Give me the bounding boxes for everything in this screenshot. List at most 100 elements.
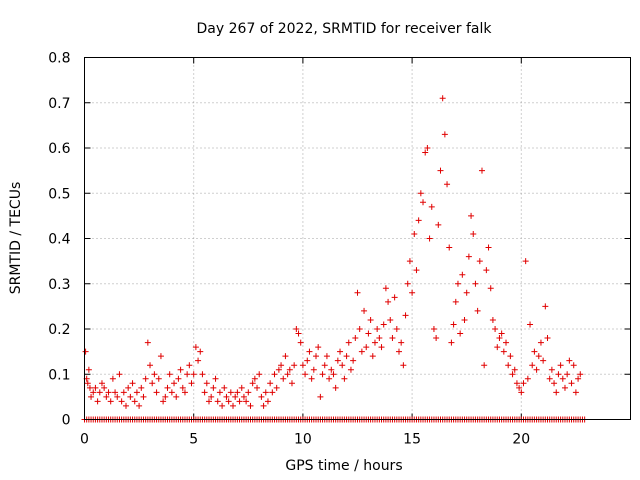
data-point xyxy=(566,357,573,364)
data-point xyxy=(428,203,435,210)
data-point xyxy=(345,339,352,346)
data-point xyxy=(347,366,354,373)
data-point xyxy=(446,244,453,251)
data-point xyxy=(112,389,119,396)
data-point xyxy=(411,230,418,237)
data-point xyxy=(546,375,553,382)
data-point xyxy=(367,316,374,323)
y-tick-label: 0.2 xyxy=(48,322,70,338)
data-point xyxy=(404,280,411,287)
data-point xyxy=(389,335,396,342)
data-point xyxy=(465,253,472,260)
data-point xyxy=(232,393,239,400)
data-point xyxy=(98,380,105,387)
data-point xyxy=(559,375,566,382)
data-point xyxy=(391,294,398,301)
data-point xyxy=(409,289,416,296)
data-point xyxy=(179,384,186,391)
data-point xyxy=(173,393,180,400)
data-point xyxy=(116,371,123,378)
data-point xyxy=(288,380,295,387)
data-point xyxy=(258,393,265,400)
data-point xyxy=(219,402,226,409)
data-point xyxy=(171,380,178,387)
data-point xyxy=(413,267,420,274)
data-point xyxy=(199,371,206,378)
data-point xyxy=(448,339,455,346)
data-point xyxy=(140,393,147,400)
data-point xyxy=(500,348,507,355)
data-point xyxy=(125,384,132,391)
data-point xyxy=(260,402,267,409)
data-point xyxy=(492,326,499,332)
data-point xyxy=(227,389,234,396)
x-tick-label: 10 xyxy=(294,432,312,448)
data-point xyxy=(160,398,167,405)
data-point xyxy=(540,357,547,364)
data-point xyxy=(463,289,470,296)
data-point xyxy=(205,398,212,405)
y-tick-label: 0 xyxy=(62,413,71,429)
data-point xyxy=(88,393,95,400)
x-tick-label: 5 xyxy=(189,432,198,448)
data-point xyxy=(127,393,134,400)
data-point xyxy=(166,371,173,378)
data-point xyxy=(350,357,357,364)
data-point xyxy=(542,303,549,310)
data-point xyxy=(516,384,523,391)
data-point xyxy=(505,362,512,369)
data-point xyxy=(157,353,164,360)
data-point xyxy=(238,384,245,391)
data-point xyxy=(433,335,440,342)
y-tick-label: 0.7 xyxy=(48,96,70,112)
data-point xyxy=(328,366,335,373)
data-point xyxy=(376,335,383,342)
data-point xyxy=(568,380,575,387)
chart-title: Day 267 of 2022, SRMTID for receiver fal… xyxy=(197,21,493,37)
data-point xyxy=(334,357,341,364)
data-point xyxy=(299,362,306,369)
data-point xyxy=(203,380,210,387)
x-tick-label: 15 xyxy=(403,432,421,448)
data-point xyxy=(371,339,378,346)
data-point xyxy=(577,371,584,378)
data-point xyxy=(114,393,121,400)
data-point xyxy=(513,380,520,387)
data-point xyxy=(398,339,405,346)
data-point xyxy=(234,389,241,396)
data-point xyxy=(459,271,466,278)
data-point xyxy=(109,375,116,382)
data-point xyxy=(162,393,169,400)
data-point xyxy=(136,402,143,409)
data-point xyxy=(297,339,304,346)
data-point xyxy=(520,380,527,387)
data-point xyxy=(461,316,468,323)
data-point xyxy=(94,398,101,405)
data-point xyxy=(570,362,577,369)
y-tick-label: 0.3 xyxy=(48,277,70,293)
x-tick-label: 0 xyxy=(80,432,89,448)
data-point xyxy=(144,339,151,346)
data-point xyxy=(275,366,282,373)
data-point xyxy=(481,362,488,369)
data-point xyxy=(155,375,162,382)
data-point xyxy=(437,167,444,174)
data-point xyxy=(118,398,125,405)
data-point xyxy=(402,312,409,319)
data-point xyxy=(208,393,215,400)
data-point xyxy=(138,384,145,391)
data-point xyxy=(105,389,112,396)
data-point xyxy=(363,344,370,351)
data-point xyxy=(478,167,485,174)
data-point xyxy=(168,389,175,396)
data-point xyxy=(498,330,505,337)
data-point xyxy=(352,335,359,342)
data-point xyxy=(509,371,516,378)
data-point xyxy=(256,371,263,378)
data-point xyxy=(553,389,560,396)
data-point xyxy=(385,298,392,305)
data-point xyxy=(251,375,258,382)
data-point xyxy=(90,389,97,396)
data-point xyxy=(452,298,459,305)
